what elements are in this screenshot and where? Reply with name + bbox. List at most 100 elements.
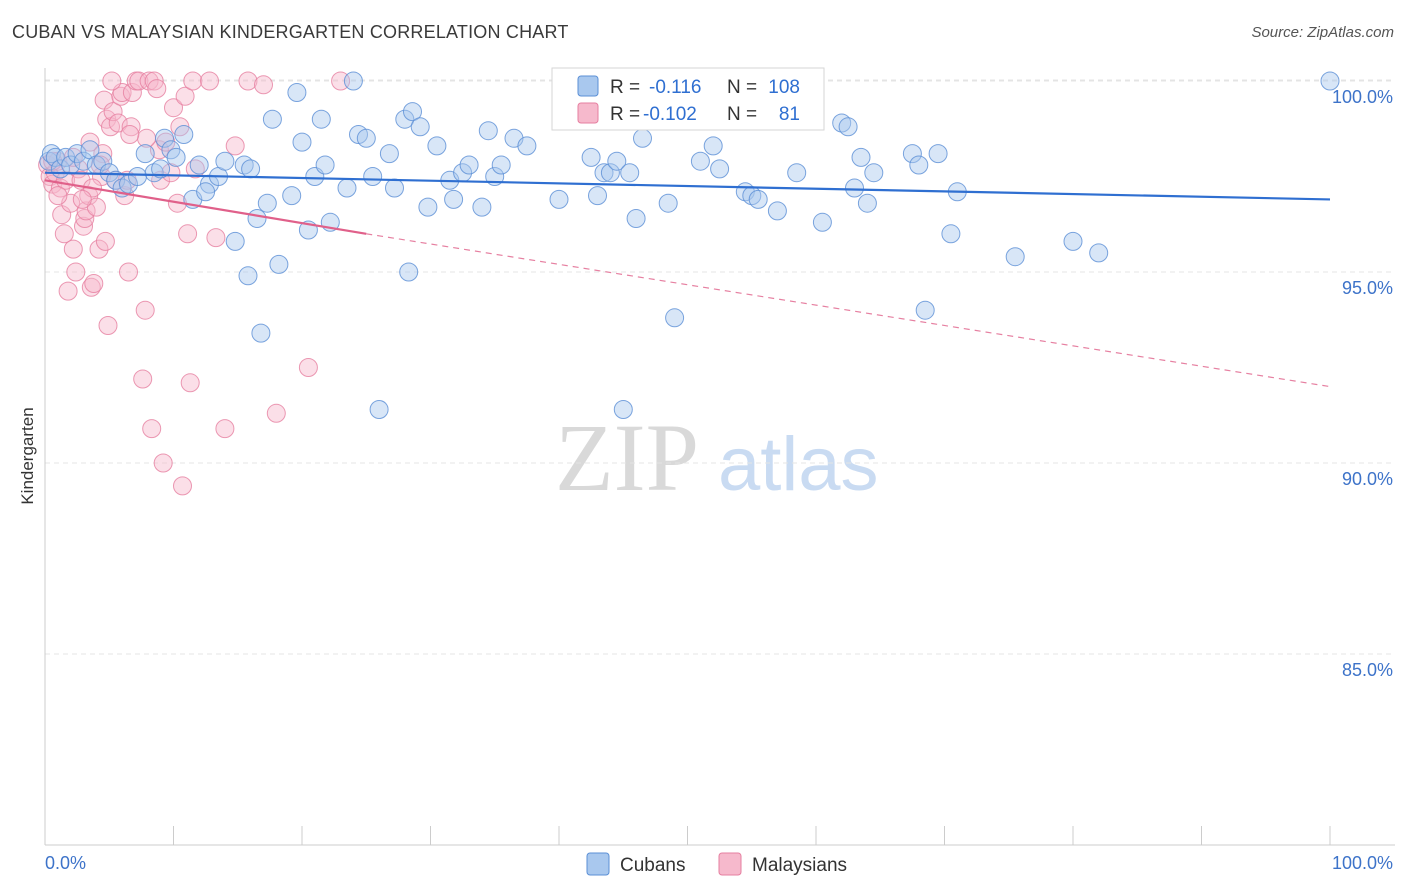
data-point-malaysians — [175, 86, 195, 106]
data-point-cubans — [459, 155, 479, 175]
series-cubans — [39, 71, 1340, 419]
data-point-cubans — [311, 109, 331, 129]
data-point-cubans — [838, 117, 858, 137]
data-point-cubans — [832, 113, 852, 133]
data-point-cubans — [588, 186, 607, 206]
data-point-cubans — [356, 128, 376, 148]
legend-cubans-r-label: R = — [610, 77, 640, 98]
data-point-cubans — [941, 224, 961, 244]
data-point-malaysians — [254, 75, 273, 95]
data-point-cubans — [472, 197, 492, 217]
data-point-cubans — [369, 400, 389, 419]
y-tick-labels: 85.0% 90.0% 95.0% 100.0% — [1332, 87, 1393, 680]
data-point-cubans — [620, 163, 640, 183]
data-point-cubans — [99, 163, 119, 183]
data-point-cubans — [135, 144, 155, 164]
data-point-malaysians — [266, 403, 286, 423]
legend-malaysians-n-value: 81 — [779, 104, 800, 125]
data-point-cubans — [151, 159, 171, 179]
legend-malaysians-n-label: N = — [727, 104, 757, 125]
data-point-cubans — [189, 155, 209, 175]
data-point-malaysians — [173, 476, 192, 496]
data-point-cubans — [478, 121, 498, 141]
data-point-malaysians — [215, 419, 235, 439]
trend-line-malaysians-solid — [44, 179, 367, 235]
legend-swatch-cubans — [577, 75, 599, 97]
watermark: ZIP atlas — [555, 404, 879, 511]
data-point-malaysians — [142, 419, 162, 439]
data-point-cubans — [269, 254, 289, 274]
data-point-cubans — [626, 209, 646, 228]
data-point-malaysians — [225, 136, 245, 156]
y-tick-label: 90.0% — [1342, 469, 1393, 489]
data-point-malaysians — [161, 163, 181, 183]
bottom-legend-swatch-malaysians — [718, 852, 742, 876]
data-point-cubans — [427, 136, 447, 156]
bottom-legend-malaysians: Malaysians — [752, 855, 847, 876]
data-point-malaysians — [180, 373, 200, 393]
data-point-malaysians — [80, 132, 100, 152]
data-point-malaysians — [102, 71, 122, 91]
data-point-cubans — [282, 186, 302, 206]
data-point-malaysians — [121, 117, 141, 137]
data-point-malaysians — [139, 71, 159, 91]
data-point-malaysians — [144, 71, 164, 91]
data-point-cubans — [251, 323, 271, 343]
data-point-malaysians — [75, 209, 95, 228]
data-point-cubans — [403, 102, 422, 122]
data-point-cubans — [315, 155, 335, 175]
legend-swatch-malaysians — [577, 102, 599, 124]
data-point-cubans — [241, 159, 261, 179]
data-point-cubans — [812, 212, 832, 232]
data-point-malaysians — [298, 358, 318, 377]
data-point-malaysians — [89, 239, 109, 259]
data-point-malaysians — [149, 140, 169, 160]
data-point-cubans — [41, 144, 61, 164]
data-point-cubans — [144, 163, 164, 183]
data-point-cubans — [292, 132, 312, 152]
data-point-malaysians — [58, 281, 78, 301]
trend-line-malaysians-dashed — [366, 233, 1331, 388]
y-axis-label: Kindergarten — [18, 407, 37, 504]
data-point-cubans — [174, 125, 194, 144]
data-point-cubans — [399, 262, 419, 282]
legend-cubans-n-value: 108 — [768, 77, 800, 98]
data-point-cubans — [128, 167, 147, 186]
data-point-cubans — [613, 400, 633, 419]
data-point-cubans — [74, 151, 93, 171]
bottom-legend-swatch-cubans — [586, 852, 610, 876]
data-point-malaysians — [135, 300, 155, 320]
data-point-malaysians — [238, 71, 258, 91]
x-axis-ticks — [44, 826, 1331, 845]
legend-malaysians-r-label: R = — [610, 104, 640, 125]
data-point-malaysians — [178, 224, 198, 244]
data-point-cubans — [379, 144, 399, 164]
data-point-cubans — [385, 178, 404, 198]
data-point-malaysians — [76, 201, 96, 221]
legend-cubans-n-label: N = — [727, 77, 757, 98]
data-point-cubans — [703, 136, 723, 156]
data-point-cubans — [517, 136, 537, 156]
data-point-cubans — [851, 147, 871, 167]
data-point-cubans — [594, 163, 614, 183]
data-point-cubans — [287, 83, 307, 102]
data-point-malaysians — [72, 189, 92, 209]
data-point-malaysians — [93, 144, 113, 164]
data-point-cubans — [857, 193, 877, 213]
x-tick-label-min: 0.0% — [45, 853, 86, 873]
trend-line-cubans — [44, 171, 1331, 201]
data-point-cubans — [262, 109, 282, 129]
data-point-cubans — [247, 209, 267, 228]
data-point-cubans — [257, 193, 277, 213]
source-credit: Source: ZipAtlas.com — [1251, 24, 1394, 41]
data-point-cubans — [864, 163, 884, 183]
y-tick-label: 85.0% — [1342, 660, 1393, 680]
y-tick-label: 95.0% — [1342, 278, 1393, 298]
data-point-malaysians — [103, 102, 123, 122]
data-point-malaysians — [84, 274, 104, 293]
data-point-malaysians — [108, 113, 128, 133]
data-point-cubans — [845, 178, 864, 198]
data-point-cubans — [787, 163, 807, 183]
data-point-malaysians — [185, 159, 205, 179]
